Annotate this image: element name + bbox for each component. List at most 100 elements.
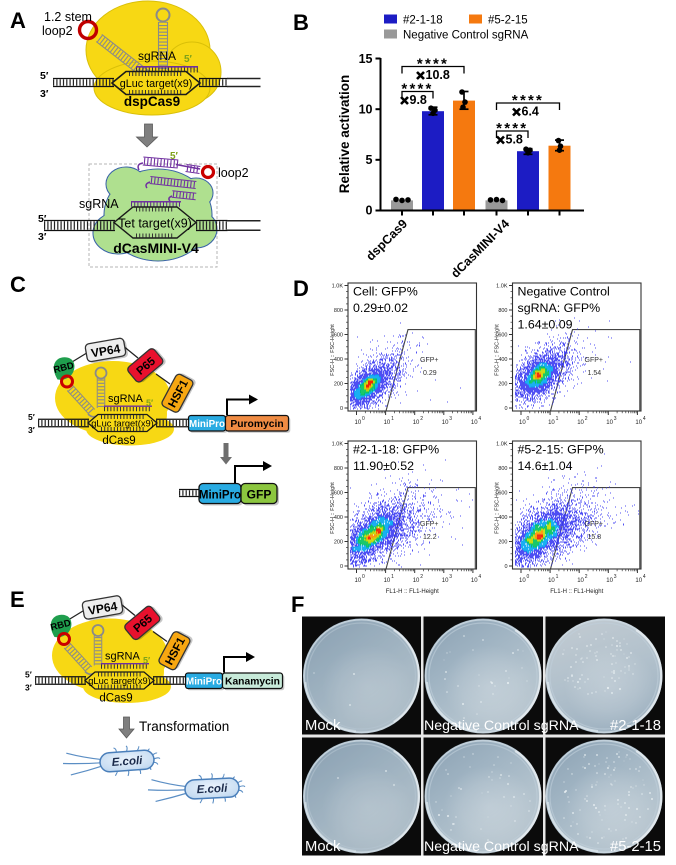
svg-text:Negative Control: Negative Control	[518, 285, 610, 299]
svg-text:E.coli: E.coli	[111, 755, 143, 769]
svg-text:3′: 3′	[28, 425, 35, 435]
svg-text:0: 0	[504, 406, 507, 412]
svg-text:GFP: GFP	[247, 488, 272, 502]
svg-text:GFP+: GFP+	[420, 521, 438, 528]
svg-text:dspCas9: dspCas9	[124, 94, 180, 109]
svg-text:600: 600	[334, 491, 343, 497]
svg-text:10: 10	[413, 578, 420, 584]
svg-text:sgRNA: sgRNA	[138, 49, 176, 63]
svg-text:sgRNA: sgRNA	[79, 197, 119, 211]
svg-text:10: 10	[442, 578, 449, 584]
svg-text:1: 1	[391, 416, 394, 422]
svg-text:0: 0	[362, 416, 365, 422]
svg-text:5′: 5′	[28, 412, 35, 422]
svg-text:200: 200	[334, 382, 343, 388]
svg-text:Transformation: Transformation	[139, 719, 229, 734]
svg-text:5′: 5′	[146, 398, 153, 408]
svg-text:2: 2	[585, 574, 588, 580]
svg-text:15: 15	[359, 52, 373, 66]
svg-text:10: 10	[519, 578, 526, 584]
svg-text:GFP+: GFP+	[585, 521, 603, 528]
svg-text:Negative Control sgRNA: Negative Control sgRNA	[403, 30, 529, 42]
svg-text:Mock: Mock	[305, 839, 341, 855]
svg-text:800: 800	[498, 308, 507, 314]
svg-text:5′: 5′	[38, 213, 47, 225]
svg-text:10: 10	[606, 420, 613, 426]
svg-text:800: 800	[334, 466, 343, 472]
svg-text:200: 200	[498, 540, 507, 546]
svg-text:10: 10	[471, 420, 478, 426]
svg-text:****: ****	[417, 56, 449, 73]
svg-text:FSC-H :: FSC-Height: FSC-H :: FSC-Height	[495, 324, 501, 376]
svg-text:RBD: RBD	[52, 360, 75, 376]
svg-text:F: F	[291, 592, 304, 617]
svg-text:Relative activation: Relative activation	[337, 75, 352, 194]
svg-text:#2-1-18: #2-1-18	[610, 718, 661, 734]
svg-text:4: 4	[478, 574, 481, 580]
svg-text:3: 3	[449, 416, 452, 422]
svg-text:0: 0	[362, 574, 365, 580]
svg-text:****: ****	[496, 120, 528, 137]
svg-text:FSC-H :: FSC-Height: FSC-H :: FSC-Height	[495, 482, 501, 534]
svg-text:#2-1-18: #2-1-18	[403, 15, 443, 27]
svg-text:10: 10	[359, 102, 373, 116]
svg-text:sgRNA: sgRNA	[108, 393, 144, 405]
svg-text:gLuc target(x9): gLuc target(x9)	[120, 78, 193, 90]
svg-text:1: 1	[556, 574, 559, 580]
svg-text:600: 600	[498, 333, 507, 339]
svg-text:1.0K: 1.0K	[332, 284, 344, 290]
svg-text:200: 200	[498, 382, 507, 388]
svg-text:400: 400	[334, 515, 343, 521]
svg-text:gLuc target(x9): gLuc target(x9)	[91, 419, 154, 429]
svg-text:1.0K: 1.0K	[332, 442, 344, 448]
svg-text:GFP+: GFP+	[585, 357, 603, 364]
svg-text:****: ****	[401, 81, 433, 98]
svg-text:2: 2	[420, 416, 423, 422]
svg-text:C: C	[10, 272, 26, 297]
svg-text:#5-2-15: #5-2-15	[610, 839, 661, 855]
svg-text:4: 4	[643, 416, 646, 422]
svg-text:400: 400	[498, 357, 507, 363]
svg-text:10: 10	[384, 420, 391, 426]
svg-text:6.4: 6.4	[522, 105, 539, 119]
svg-text:GFP+: GFP+	[420, 357, 438, 364]
svg-text:11.90±0.52: 11.90±0.52	[353, 459, 414, 473]
svg-text:Negative Control sgRNA: Negative Control sgRNA	[424, 718, 579, 734]
svg-text:1.2 stem: 1.2 stem	[44, 10, 92, 24]
svg-text:Cell: GFP%: Cell: GFP%	[353, 285, 418, 299]
svg-text:14.6±1.04: 14.6±1.04	[518, 459, 573, 473]
svg-text:5′: 5′	[40, 70, 49, 82]
svg-text:loop2: loop2	[218, 166, 249, 180]
svg-text:0: 0	[340, 406, 343, 412]
svg-text:3: 3	[614, 574, 617, 580]
svg-text:0: 0	[366, 204, 373, 218]
svg-text:#5-2-15: #5-2-15	[488, 15, 528, 27]
svg-text:FL1-H :: FL1-Height: FL1-H :: FL1-Height	[550, 589, 603, 595]
svg-text:5′: 5′	[170, 151, 179, 162]
svg-text:B: B	[293, 10, 309, 35]
svg-text:10: 10	[442, 420, 449, 426]
svg-text:5′: 5′	[184, 54, 193, 65]
svg-text:3: 3	[614, 416, 617, 422]
svg-text:3′: 3′	[38, 231, 47, 243]
svg-text:Kanamycin: Kanamycin	[225, 677, 280, 688]
svg-text:1.54: 1.54	[588, 370, 602, 377]
svg-text:FL1-H :: FL1-Height: FL1-H :: FL1-Height	[386, 589, 439, 595]
svg-text:10: 10	[606, 578, 613, 584]
svg-text:200: 200	[334, 540, 343, 546]
svg-text:5: 5	[366, 153, 373, 167]
svg-text:1: 1	[391, 574, 394, 580]
svg-text:1.0K: 1.0K	[496, 442, 508, 448]
svg-text:10: 10	[355, 578, 362, 584]
svg-text:10: 10	[635, 578, 642, 584]
svg-text:10: 10	[384, 578, 391, 584]
svg-text:MiniPro: MiniPro	[199, 490, 241, 502]
svg-text:2: 2	[420, 574, 423, 580]
svg-text:400: 400	[498, 515, 507, 521]
svg-text:D: D	[293, 276, 309, 301]
svg-text:Tet target(x9): Tet target(x9)	[118, 217, 192, 231]
svg-text:MiniPro: MiniPro	[189, 419, 225, 430]
svg-text:10: 10	[519, 420, 526, 426]
svg-text:3: 3	[449, 574, 452, 580]
svg-text:dCasMINI-V4: dCasMINI-V4	[113, 240, 199, 256]
